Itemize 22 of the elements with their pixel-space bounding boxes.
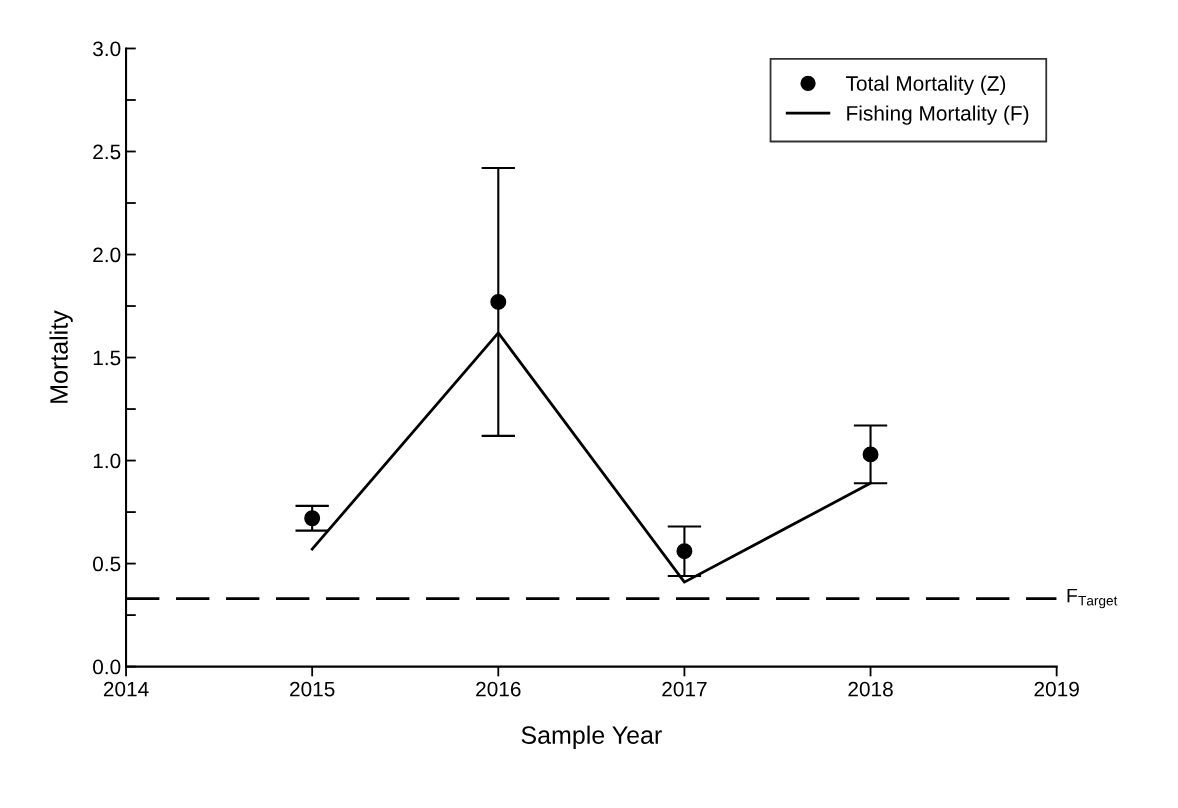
x-tick-label: 2016 [476,681,521,697]
legend-label: Fishing Mortality (F) [847,105,1029,125]
y-tick-label: 0.5 [93,556,121,572]
y-tick-label: 2.0 [93,247,121,263]
y-tick-label: 2.5 [93,144,121,160]
point [490,293,507,310]
y-axis-title: Mortality [49,310,73,403]
x-tick-label: 2015 [290,681,335,697]
x-tick-label: 2014 [103,681,149,697]
x-tick-label: 2017 [662,681,707,697]
y-tick-label: 1.0 [93,453,121,469]
point [676,543,693,560]
legend-label: Total Mortality (Z) [846,75,1006,95]
y-tick-label: 3.0 [93,41,121,57]
x-tick-label: 2018 [848,681,893,697]
point [862,446,879,463]
x-tick-label: 2019 [1034,681,1079,697]
point [304,510,321,527]
ref-line-label: F$_{Target}$ [1067,588,1118,609]
y-tick-label: 1.5 [93,350,121,366]
x-axis-title: Sample Year [521,725,662,749]
y-tick-label: 0.0 [93,659,121,675]
